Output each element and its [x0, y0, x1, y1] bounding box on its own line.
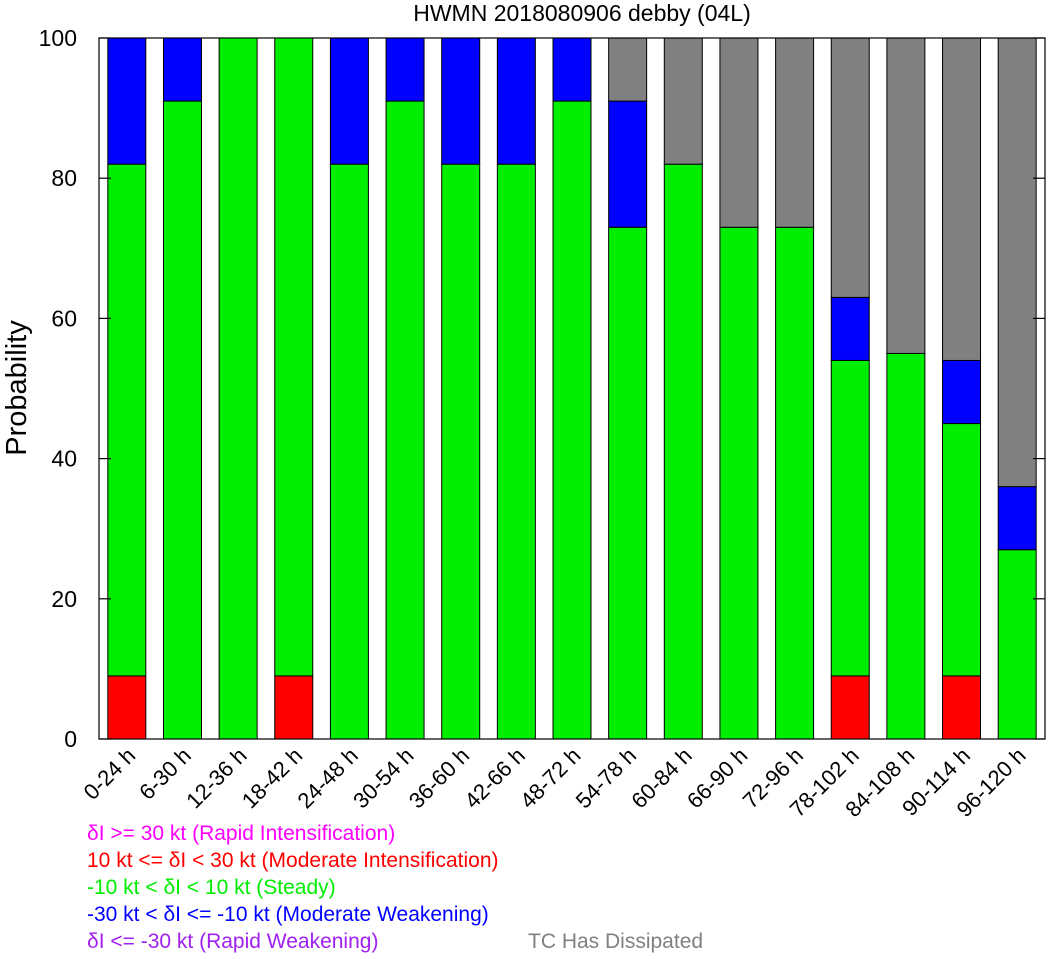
legend-mw: -30 kt < δI <= -10 kt (Moderate Weakenin… [87, 903, 489, 926]
x-tick-label: 18-42 h [237, 743, 307, 813]
bar-mi-0-24h [107, 675, 147, 740]
bar-dissipated-72-96h [775, 37, 815, 228]
bar-steady-66-90h [719, 226, 759, 740]
bar-mw-24-48h [329, 37, 369, 165]
legend-ri: δI >= 30 kt (Rapid Intensification) [87, 822, 396, 845]
x-tick-label: 48-72 h [515, 743, 585, 813]
x-tick-label: 66-90 h [682, 743, 752, 813]
legend-dissipated: TC Has Dissipated [528, 930, 704, 953]
y-tick-label: 80 [51, 165, 77, 191]
bar-steady-36-60h [441, 163, 481, 740]
legend-rw: δI <= -30 kt (Rapid Weakening) [87, 930, 379, 953]
legend-mi: 10 kt <= δI < 30 kt (Moderate Intensific… [87, 849, 499, 872]
bar-mw-0-24h [107, 37, 147, 165]
x-tick-label: 12-36 h [181, 743, 251, 813]
bar-mw-30-54h [385, 37, 425, 102]
bar-steady-90-114h [942, 423, 982, 677]
bar-dissipated-54-78h [608, 37, 648, 102]
bar-mi-78-102h [830, 675, 870, 740]
y-tick-label: 100 [39, 25, 77, 51]
bar-steady-12-36h [218, 37, 258, 740]
y-tick-label: 20 [51, 586, 77, 612]
x-tick-label: 42-66 h [459, 743, 529, 813]
x-tick-label: 60-84 h [626, 743, 696, 813]
bar-steady-24-48h [329, 163, 369, 740]
plot-frame [98, 37, 1046, 740]
bar-mw-54-78h [608, 100, 648, 228]
bar-dissipated-90-114h [942, 37, 982, 361]
bars [107, 37, 1037, 740]
bar-steady-0-24h [107, 163, 147, 677]
x-tick-label: 24-48 h [293, 743, 363, 813]
bar-steady-42-66h [496, 163, 536, 740]
y-tick-label: 40 [51, 446, 77, 472]
bar-mw-48-72h [552, 37, 592, 102]
x-tick-label: 0-24 h [79, 743, 141, 805]
x-tick-label: 36-60 h [404, 743, 474, 813]
bar-mw-96-120h [997, 486, 1037, 551]
bar-mi-90-114h [942, 675, 982, 740]
bar-steady-84-108h [886, 352, 926, 740]
bar-mw-78-102h [830, 296, 870, 361]
legend-steady: -10 kt < δI < 10 kt (Steady) [87, 876, 336, 899]
bar-steady-6-30h [162, 100, 202, 740]
bar-steady-78-102h [830, 359, 870, 677]
bar-dissipated-78-102h [830, 37, 870, 298]
x-tick-label: 54-78 h [571, 743, 641, 813]
bar-dissipated-66-90h [719, 37, 759, 228]
bar-steady-48-72h [552, 100, 592, 740]
y-axis-label: Probability [1, 320, 33, 456]
x-tick-label: 30-54 h [348, 743, 418, 813]
bar-mi-18-42h [274, 675, 314, 740]
y-tick-label: 0 [64, 726, 77, 752]
y-tick-label: 60 [51, 305, 77, 331]
bar-steady-60-84h [663, 163, 703, 740]
bar-steady-18-42h [274, 37, 314, 677]
bar-mw-36-60h [441, 37, 481, 165]
bar-dissipated-60-84h [663, 37, 703, 165]
bar-steady-72-96h [775, 226, 815, 740]
bar-steady-30-54h [385, 100, 425, 740]
bar-mw-42-66h [496, 37, 536, 165]
chart-title: HWMN 2018080906 debby (04L) [413, 0, 751, 26]
bar-steady-96-120h [997, 549, 1037, 740]
bar-dissipated-84-108h [886, 37, 926, 354]
bar-dissipated-96-120h [997, 37, 1037, 488]
bar-mw-90-114h [942, 359, 982, 425]
bar-steady-54-78h [608, 226, 648, 740]
bar-mw-6-30h [162, 37, 202, 102]
